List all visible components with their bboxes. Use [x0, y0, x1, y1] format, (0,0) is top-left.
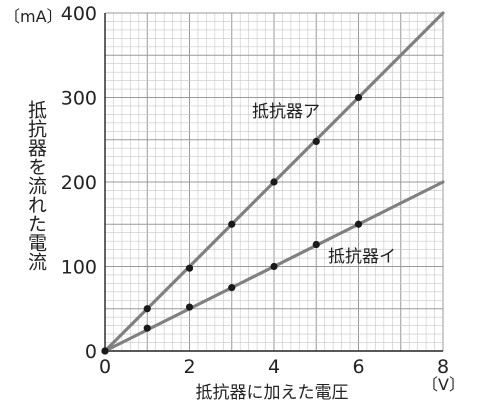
- tick-labels: 0 2 4 6 8 0 100 200 300 400: [61, 3, 449, 378]
- x-tick-label: 4: [268, 356, 280, 378]
- y-tick-label: 400: [61, 3, 97, 25]
- y-tick-label: 300: [61, 88, 97, 110]
- data-point-0: [143, 305, 151, 313]
- data-point-1: [185, 303, 194, 311]
- data-point-0: [354, 93, 363, 102]
- data-point-0: [270, 178, 278, 186]
- x-tick-label: 6: [352, 356, 364, 378]
- grid: [104, 12, 444, 352]
- y-tick-label: 100: [61, 257, 97, 279]
- series-label-a: 抵抗器ア: [252, 102, 320, 122]
- x-tick-label: 8: [437, 356, 449, 378]
- data-point-1: [354, 220, 363, 228]
- data-point-0: [228, 220, 236, 228]
- data-point-1: [228, 284, 236, 292]
- data-point-1: [270, 262, 278, 271]
- x-axis-label: 抵抗器に加えた電圧: [196, 383, 349, 403]
- data-point-1: [101, 347, 109, 355]
- x-unit-label: 〔V〕: [422, 375, 465, 394]
- data-point-1: [312, 240, 320, 249]
- data-point-0: [185, 264, 194, 272]
- x-tick-label: 2: [183, 356, 195, 378]
- series-label-i: 抵抗器イ: [328, 247, 396, 267]
- y-tick-label: 0: [85, 341, 97, 363]
- x-tick-label: 0: [99, 356, 111, 378]
- y-unit-label: 〔mA〕: [4, 7, 63, 26]
- y-tick-label: 200: [61, 172, 97, 194]
- axes: [104, 13, 443, 352]
- data-point-0: [312, 137, 320, 146]
- y-axis-label: 抵抗器を流れた電流: [25, 100, 47, 271]
- data-point-1: [143, 324, 151, 332]
- series-layer: [101, 11, 445, 355]
